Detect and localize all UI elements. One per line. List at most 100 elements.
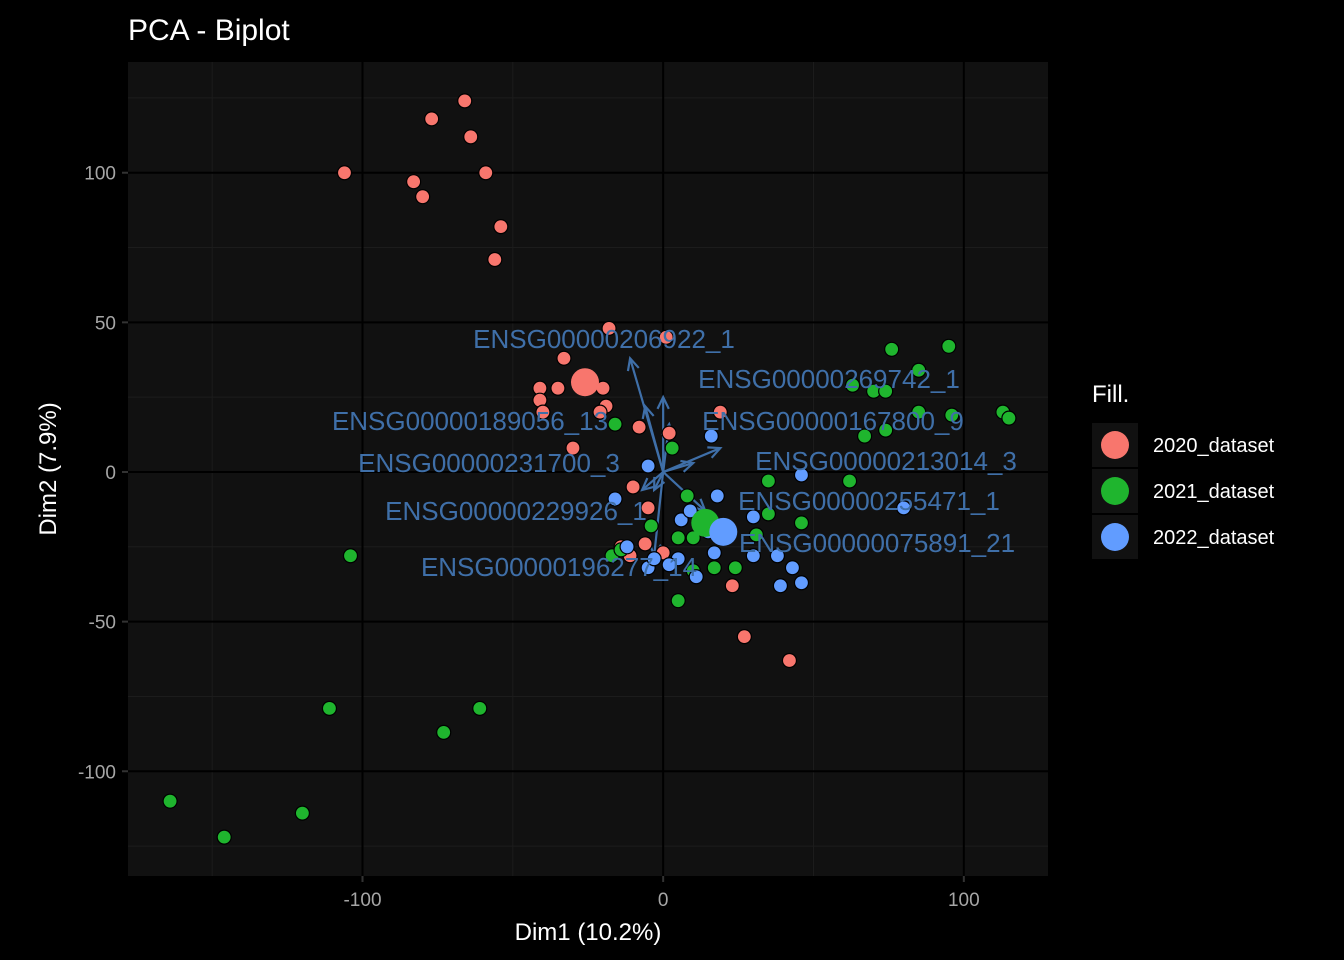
data-point [896,500,912,516]
data-point [424,111,440,127]
data-point [550,380,566,396]
data-point [406,174,422,190]
data-point [661,425,677,441]
variable-label: ENSG00000231700_3 [358,448,620,478]
data-point [712,404,728,420]
data-point [769,548,786,564]
data-point [941,338,957,354]
legend-swatch [1101,431,1129,459]
data-point [457,93,473,109]
data-point [556,350,572,366]
data-point [844,377,861,393]
plot-panel [128,62,1048,876]
data-point [772,578,789,594]
data-point [878,383,894,399]
data-point [640,458,656,474]
data-point [625,479,641,495]
data-point [857,428,873,444]
variable-arrow [641,471,664,491]
legend-swatch [1101,523,1129,551]
data-point [478,165,494,181]
variable-label: ENSG00000269742_1 [698,364,960,394]
data-point [493,218,509,235]
variable-label: ENSG00000189056_13 [332,406,608,436]
variable-arrowhead [680,459,696,473]
y-tick-label: -50 [89,613,116,634]
data-point [688,569,704,585]
y-axis-title: Dim2 (7.9%) [35,402,62,535]
variable-arrowhead [626,355,640,372]
data-point [781,652,798,669]
data-point [472,700,488,717]
variable-arrowhead [640,477,655,492]
data-point [724,578,740,594]
legend-label: 2020_dataset [1153,435,1275,457]
data-point [911,404,927,420]
data-point [911,362,927,378]
variable-arrow [662,461,694,474]
data-point [760,506,776,522]
data-point [592,404,608,420]
variable-arrowhead [641,403,655,420]
data-point [463,129,479,145]
data-point [670,530,686,546]
data-point [884,341,900,357]
variable-labels: ENSG00000206922_1 ENSG00000269742_1 ENSG00… [332,324,1017,582]
data-point [793,515,810,531]
variable-arrowhead [656,394,670,410]
data-point [793,467,810,483]
data-point [336,165,353,181]
data-point [1001,410,1017,426]
data-point [793,575,810,591]
data-point [944,407,960,423]
group-centroid [570,368,599,397]
data-point [745,548,761,564]
legend-swatch [1101,477,1129,505]
data-point [637,536,653,552]
legend: Fill. 2020_dataset 2021_dataset 2022_datas… [1092,381,1275,559]
data-point [706,560,722,576]
data-point [709,488,725,504]
legend-title: Fill. [1092,381,1129,408]
data-point [682,503,698,519]
x-axis-title: Dim1 (10.2%) [515,919,662,946]
variable-label: ENSG00000167800_9 [702,406,964,436]
data-point [878,422,894,438]
data-point [415,189,431,205]
y-tick-label: 50 [95,313,116,334]
data-point [619,539,635,555]
x-tick-label: -100 [343,890,381,911]
data-point [679,488,695,504]
data-point [607,491,623,507]
data-point [673,512,689,528]
variable-label: ENSG00000229926_1 [385,496,647,526]
y-tick-label: 100 [84,164,116,185]
variable-label: ENSG00000255471_1 [738,486,1000,516]
data-point [535,404,551,420]
data-point [646,551,662,567]
data-point [342,548,359,564]
variable-arrow [653,471,665,556]
data-point [841,473,858,489]
data-point [436,724,452,740]
data-point [294,805,310,821]
data-point [736,628,752,645]
x-tick-label: 100 [948,890,980,911]
data-point [658,329,674,345]
group-centroid [709,517,738,546]
data-point [640,500,656,516]
data-point [601,320,617,336]
data-point [321,700,338,717]
data-point [703,428,719,444]
data-point [216,829,232,845]
data-point [748,527,764,543]
data-point [487,251,503,268]
data-point [607,416,623,432]
variable-label: ENSG00000213014_3 [755,446,1017,476]
data-point [162,793,178,809]
legend-label: 2021_dataset [1153,481,1275,503]
data-point [760,473,776,489]
data-point [784,560,801,576]
variable-label: ENSG00000206922_1 [473,324,735,354]
